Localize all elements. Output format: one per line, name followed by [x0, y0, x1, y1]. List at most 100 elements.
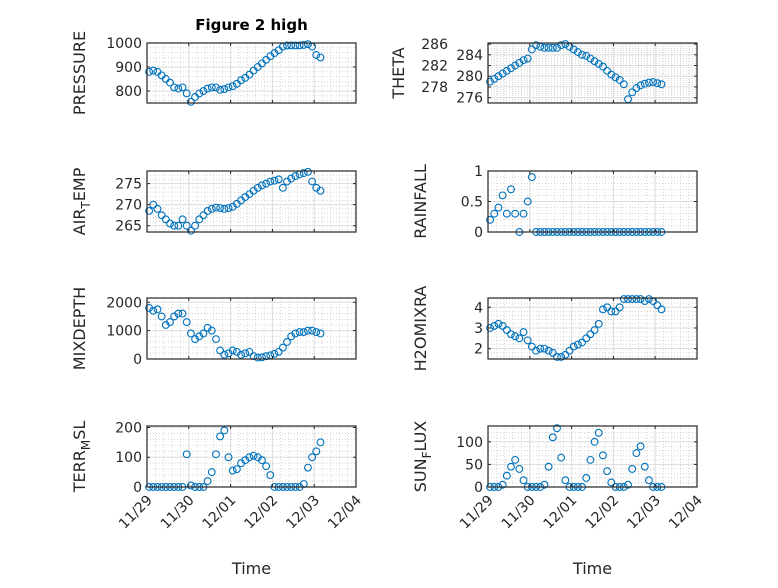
axes-background: [147, 426, 356, 487]
data-point: [191, 221, 200, 230]
data-point: [303, 326, 312, 335]
data-point: [598, 305, 607, 314]
data-point: [291, 329, 300, 338]
y-tick-label: 2: [474, 342, 483, 358]
data-point: [607, 70, 616, 79]
data-point: [283, 338, 291, 346]
data-point: [544, 462, 553, 471]
data-point: [590, 57, 599, 66]
data-point: [295, 41, 304, 50]
y-tick-label: 286: [421, 37, 448, 53]
data-point: [220, 85, 229, 94]
data-point: [527, 173, 536, 182]
y-tick-label: 278: [421, 80, 448, 96]
data-point: [515, 58, 524, 67]
data-point: [312, 51, 321, 59]
data-point: [561, 476, 570, 485]
data-point: [636, 81, 645, 90]
data-point: [241, 349, 250, 358]
data-point: [174, 221, 183, 230]
data-point: [519, 328, 528, 337]
axes-box: [146, 297, 357, 360]
axes-background: [488, 43, 697, 103]
data-point: [619, 295, 628, 303]
data-point: [578, 50, 586, 59]
data-point: [644, 295, 653, 303]
data-point: [182, 318, 191, 327]
data-point: [628, 88, 637, 97]
data-point: [316, 53, 325, 62]
data-point: [245, 347, 254, 356]
data-point: [262, 462, 271, 471]
data-point: [607, 478, 616, 487]
data-point: [573, 340, 582, 349]
axes-box: [487, 297, 698, 360]
data-point: [216, 346, 225, 355]
data-point: [174, 84, 183, 93]
y-tick-label: 0: [133, 352, 142, 368]
data-point: [212, 450, 220, 459]
data-point: [182, 89, 191, 98]
data-point: [166, 318, 174, 327]
data-point: [258, 353, 266, 362]
y-axis-label: TERRMSL: [70, 421, 93, 494]
data-point: [498, 69, 507, 78]
data-point: [220, 204, 229, 213]
data-point: [237, 350, 246, 359]
axes-background: [147, 171, 356, 232]
data-point: [278, 343, 287, 352]
data-point: [291, 172, 300, 180]
data-point: [553, 424, 561, 433]
data-point: [523, 336, 532, 345]
data-point: [582, 334, 591, 343]
data-point: [611, 307, 620, 316]
data-point: [303, 40, 312, 49]
data-point: [640, 462, 649, 471]
data-point: [548, 433, 557, 442]
data-point: [636, 295, 645, 303]
data-point: [245, 70, 254, 79]
data-point: [266, 177, 275, 186]
subplot-sun-flux: 11/29 11/30 12/01 12/02 12/03 12/04 0 50 100 SUNF…: [411, 421, 706, 578]
data-point: [308, 453, 317, 462]
data-point: [494, 319, 503, 328]
data-point: [586, 330, 595, 339]
data-point: [561, 40, 570, 49]
data-point: [511, 332, 520, 341]
data-point: [182, 450, 191, 459]
data-point: [544, 43, 553, 52]
data-point: [632, 295, 641, 303]
data-point: [258, 181, 266, 190]
data-point: [490, 209, 499, 218]
data-point: [498, 321, 507, 330]
data-point: [308, 326, 317, 335]
data-point: [657, 80, 666, 89]
data-point: [224, 83, 233, 92]
data-point: [590, 326, 599, 335]
subplot-h2omixra: 2 3 4 H2OMIXRA: [411, 286, 698, 371]
data-point: [182, 221, 191, 230]
data-point: [228, 466, 237, 475]
data-point: [490, 74, 499, 83]
data-point: [624, 295, 632, 303]
data-point: [220, 426, 229, 435]
data-point: [582, 51, 591, 60]
data-point: [186, 329, 195, 338]
data-point: [649, 78, 658, 87]
data-point: [287, 174, 296, 183]
data-point: [565, 346, 574, 355]
data-point: [270, 176, 279, 185]
data-point: [557, 41, 566, 50]
data-point: [245, 453, 254, 462]
data-point: [153, 204, 162, 213]
data-point: [507, 462, 515, 471]
y-tick-label: 0: [474, 225, 483, 241]
data-point: [207, 204, 216, 213]
data-point: [258, 456, 266, 465]
data-point: [299, 328, 308, 336]
data-point: [624, 480, 632, 489]
data-point: [594, 428, 603, 437]
data-point: [653, 301, 662, 310]
data-point: [232, 465, 241, 474]
